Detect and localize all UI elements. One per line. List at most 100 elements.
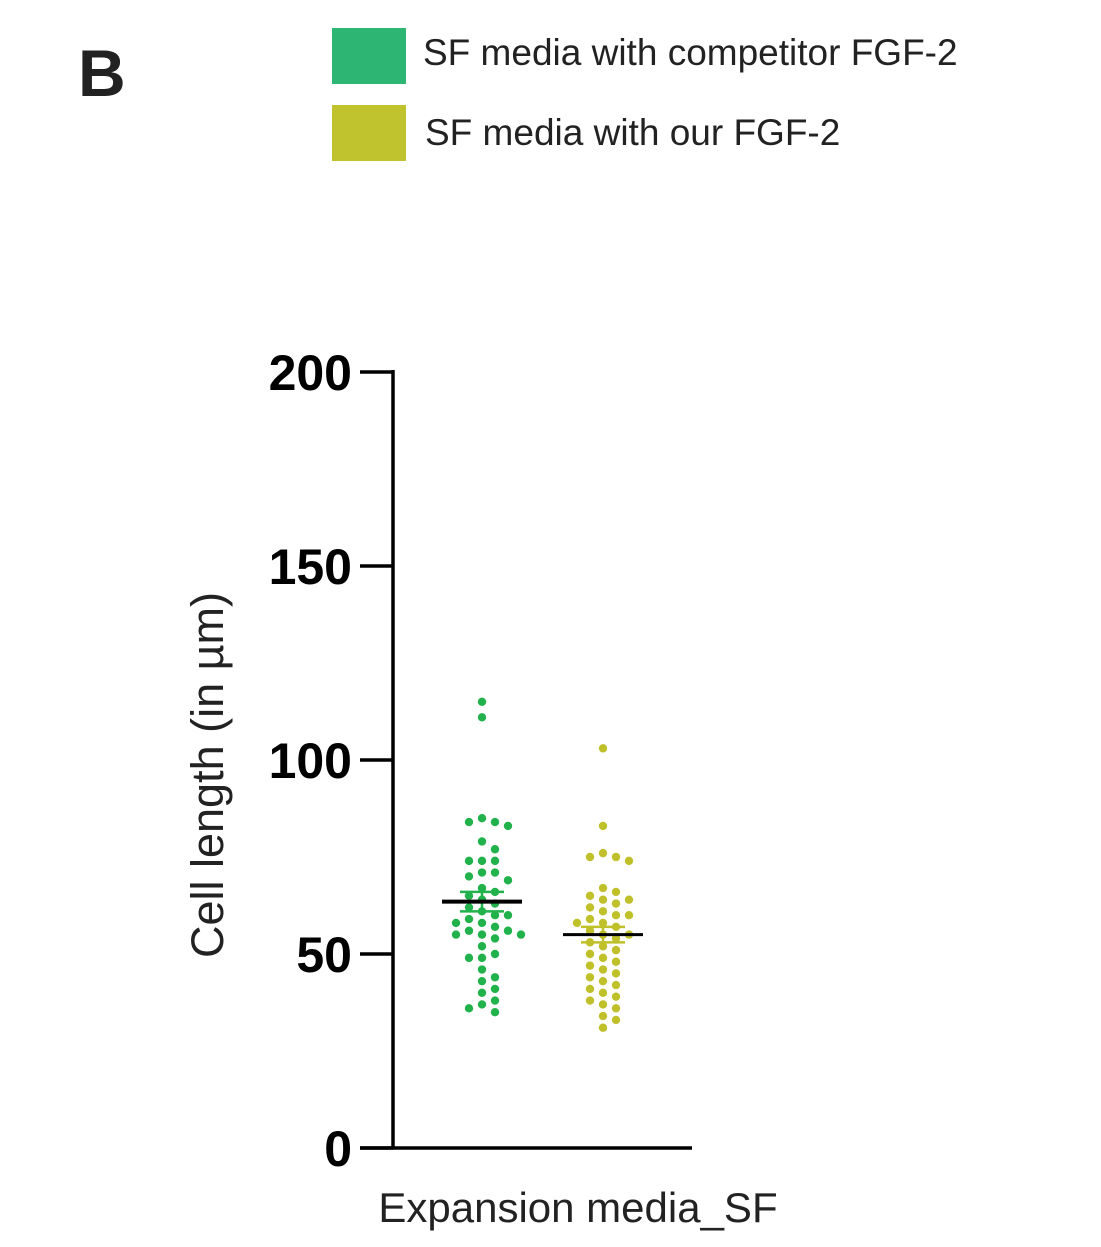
data-point (585, 949, 595, 959)
data-point (585, 973, 595, 982)
data-point (503, 821, 513, 831)
data-point (598, 1000, 608, 1009)
data-point (490, 922, 500, 932)
data-point (477, 713, 487, 722)
panel-label: B (78, 36, 126, 110)
legend-swatch-ours (332, 105, 406, 161)
data-point (477, 837, 487, 846)
data-point (464, 1004, 474, 1013)
data-point (464, 914, 474, 924)
data-point (451, 918, 461, 928)
data-point (598, 1023, 608, 1032)
data-point (611, 945, 621, 955)
data-point (477, 868, 487, 877)
data-point (490, 984, 500, 994)
y-tick-label: 100 (269, 733, 352, 789)
data-point (598, 918, 608, 928)
data-point (477, 930, 487, 939)
y-axis-label: Cell length (in µm) (182, 592, 233, 958)
data-point (451, 930, 461, 939)
y-tick-label: 150 (269, 539, 352, 595)
data-point (585, 984, 595, 994)
data-point (585, 891, 595, 900)
data-point (503, 911, 513, 920)
data-points (451, 697, 634, 1032)
data-point (611, 887, 621, 897)
data-point (572, 918, 582, 928)
y-ticks: 0 50 100 150 200 (269, 345, 393, 1177)
data-point (598, 976, 608, 986)
data-point (598, 744, 608, 753)
data-point (598, 895, 608, 904)
data-point (516, 930, 526, 939)
data-point (503, 876, 513, 885)
data-point (611, 980, 621, 990)
data-point (477, 918, 487, 928)
data-point (585, 903, 595, 912)
data-point (490, 856, 500, 866)
data-point (585, 914, 595, 924)
data-point (490, 949, 500, 959)
data-point (464, 953, 474, 963)
data-point (477, 988, 487, 997)
data-point (611, 911, 621, 920)
data-point (598, 988, 608, 997)
data-point (477, 976, 487, 986)
data-point (598, 907, 608, 916)
data-point (477, 697, 487, 706)
legend-label-ours: SF media with our FGF-2 (425, 112, 840, 153)
data-point (464, 926, 474, 935)
data-point (477, 942, 487, 951)
legend-entry-ours: SF media with our FGF-2 (332, 105, 840, 161)
legend: SF media with competitor FGF-2 SF media … (332, 28, 958, 161)
data-point (464, 856, 474, 866)
data-point (624, 856, 634, 866)
data-point (477, 883, 487, 893)
data-point (598, 942, 608, 951)
data-point (611, 969, 621, 978)
data-point (490, 1008, 500, 1017)
data-point (490, 817, 500, 827)
data-point (490, 934, 500, 943)
legend-entry-competitor: SF media with competitor FGF-2 (332, 28, 958, 84)
data-point (585, 996, 595, 1005)
data-point (490, 911, 500, 920)
legend-label-competitor: SF media with competitor FGF-2 (423, 32, 958, 73)
data-point (598, 848, 608, 858)
data-point (611, 934, 621, 943)
mean-markers (442, 890, 643, 944)
data-point (598, 821, 608, 831)
data-point (611, 1015, 621, 1025)
data-point (585, 961, 595, 970)
data-point (503, 926, 513, 935)
data-point (585, 852, 595, 862)
data-point (598, 953, 608, 963)
x-axis-label: Expansion media_SF (378, 1184, 777, 1231)
y-tick-label: 50 (296, 927, 352, 983)
data-point (624, 895, 634, 904)
data-point (490, 996, 500, 1005)
data-point (477, 953, 487, 963)
data-point (611, 1004, 621, 1013)
data-point (598, 883, 608, 893)
data-point (611, 852, 621, 862)
data-point (477, 856, 487, 866)
data-point (464, 817, 474, 827)
data-point (490, 868, 500, 877)
y-tick-label: 0 (324, 1121, 352, 1177)
data-point (464, 872, 474, 881)
data-point (624, 911, 634, 920)
data-point (464, 903, 474, 912)
data-point (477, 814, 487, 823)
data-point (464, 891, 474, 900)
data-point (490, 845, 500, 854)
data-point (477, 965, 487, 974)
data-point (598, 1011, 608, 1021)
legend-swatch-competitor (332, 28, 406, 84)
y-tick-label: 200 (269, 345, 352, 401)
data-point (477, 1000, 487, 1009)
data-point (490, 973, 500, 982)
data-point (611, 899, 621, 908)
data-point (611, 992, 621, 1001)
